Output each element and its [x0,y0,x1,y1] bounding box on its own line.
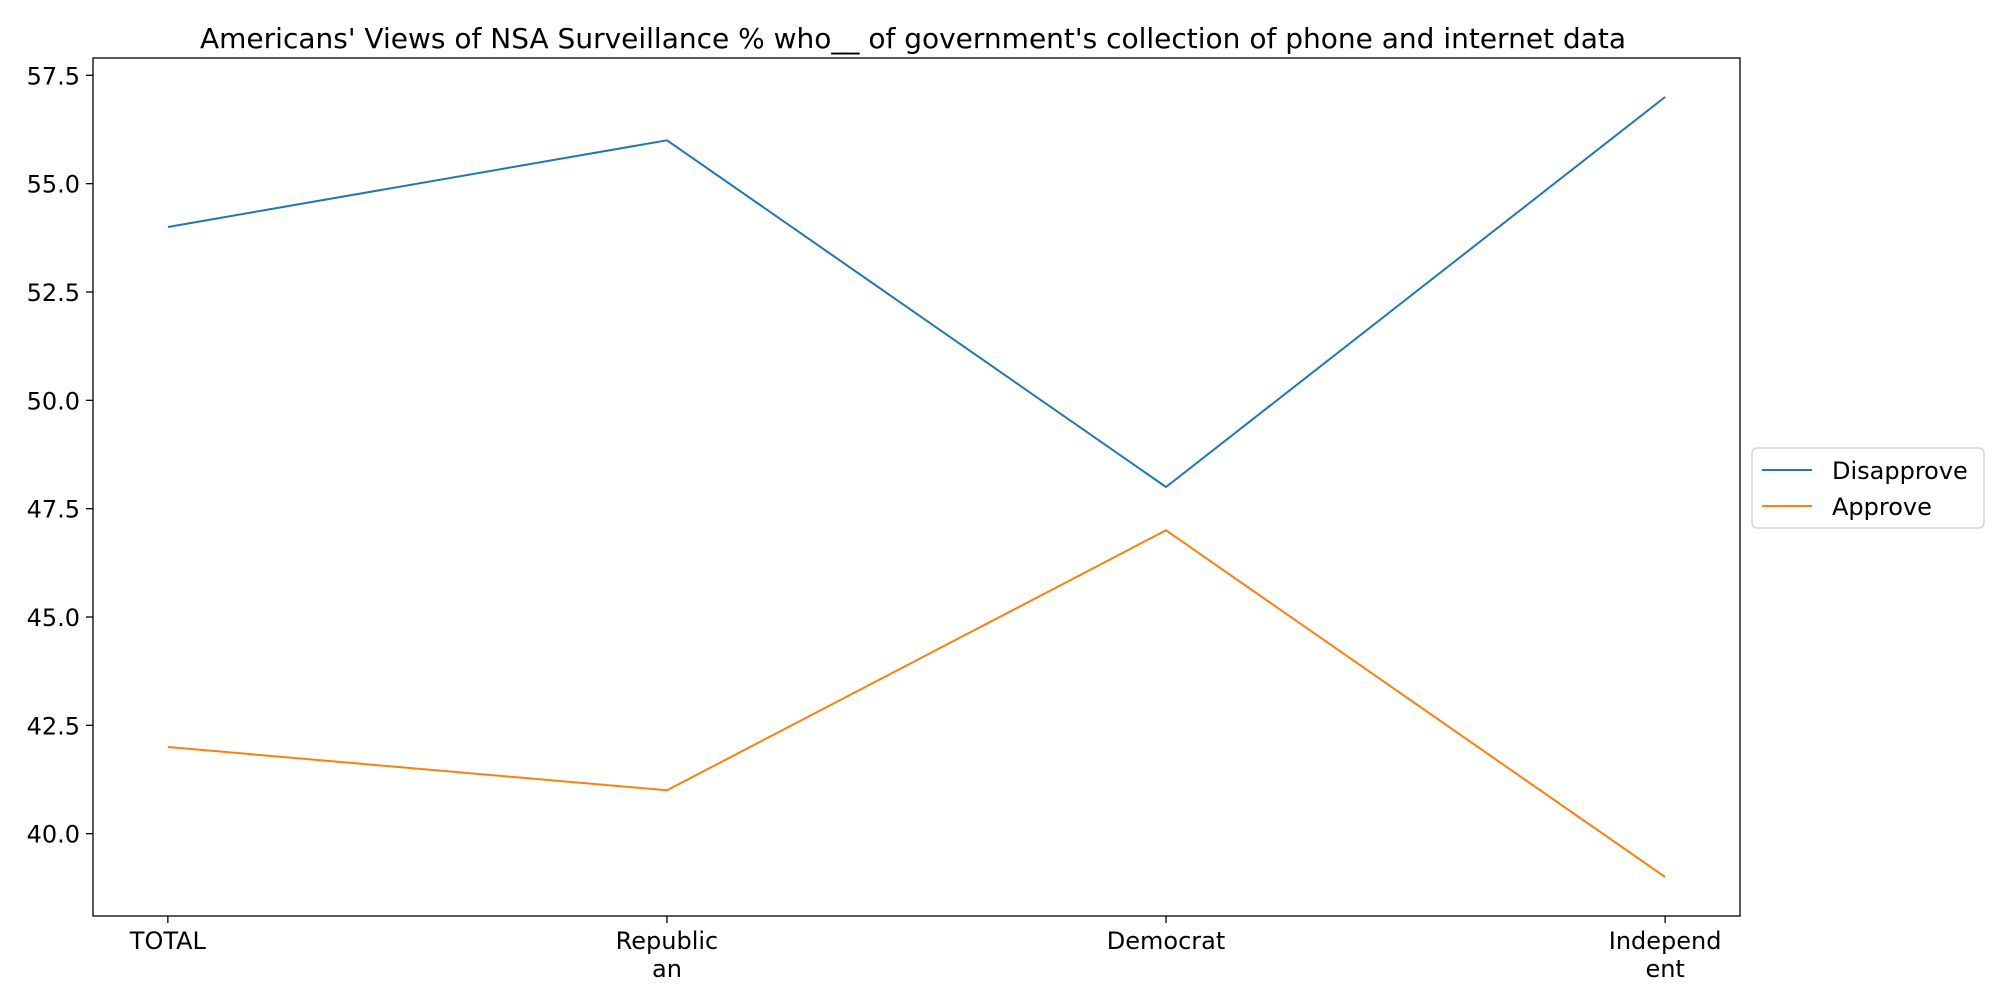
chart-title: Americans' Views of NSA Surveillance % w… [200,22,1626,55]
y-axis: 40.0 42.5 45.0 47.5 50.0 52.5 55.0 57.5 [27,62,93,849]
series-line-disapprove [167,96,1666,488]
x-tick-label: TOTAL [129,927,207,955]
x-tick-label: Independ [1609,927,1722,955]
legend-label: Approve [1832,493,1932,521]
legend: Disapprove Approve [1751,447,1985,529]
legend-box [1751,447,1985,529]
legend-item-approve: Approve [1762,493,1932,521]
series-line-approve [167,529,1666,878]
legend-item-disapprove: Disapprove [1762,457,1968,485]
plot-area [92,57,1741,917]
plot-frame [92,57,1741,917]
y-tick-label: 55.0 [27,171,80,199]
series-layer [167,96,1666,878]
y-tick-label: 47.5 [27,496,80,524]
y-tick-label: 42.5 [27,712,80,740]
x-tick-label: Republic [616,927,719,955]
y-tick-label: 52.5 [27,279,80,307]
legend-label: Disapprove [1832,457,1968,485]
y-tick-label: 57.5 [27,62,80,90]
x-tick-label: Democrat [1107,927,1226,955]
y-tick-label: 50.0 [27,387,80,415]
x-tick-label: an [652,955,682,983]
y-tick-label: 40.0 [27,821,80,849]
x-tick-label: ent [1645,955,1684,983]
y-tick-label: 45.0 [27,604,80,632]
